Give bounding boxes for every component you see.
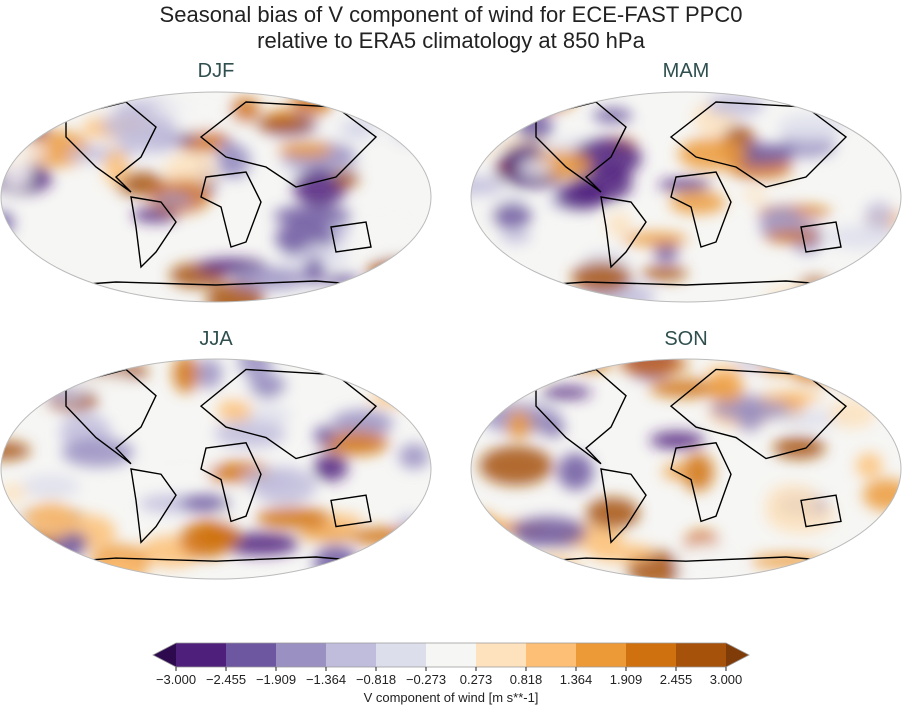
colorbar-segment <box>326 643 377 667</box>
map-boundary <box>0 91 432 303</box>
colorbar-tick-label: −2.455 <box>205 672 247 687</box>
map-son <box>471 359 901 579</box>
colorbar-tick-label: −1.364 <box>305 672 347 687</box>
colorbar-segment <box>576 643 627 667</box>
colorbar-extend-min <box>153 643 176 667</box>
map-boundary <box>470 358 902 580</box>
colorbar-tick-label: 0.273 <box>459 672 493 687</box>
map-boundary <box>470 91 902 303</box>
colorbar-tick-label: −0.818 <box>355 672 397 687</box>
colorbar-tick-label: −0.273 <box>405 672 447 687</box>
map-mam <box>471 92 901 302</box>
colorbar-tick-label: 0.818 <box>509 672 543 687</box>
colorbar-segment <box>276 643 327 667</box>
panel-title-djf: DJF <box>197 60 235 82</box>
panel-title-son: SON <box>664 328 708 350</box>
colorbar-segment <box>476 643 527 667</box>
colorbar-segment <box>426 643 477 667</box>
colorbar-label: V component of wind [m s**-1] <box>363 690 539 705</box>
colorbar-tick-label: 1.364 <box>559 672 593 687</box>
figure-title-line1: Seasonal bias of V component of wind for… <box>159 2 743 27</box>
colorbar-tick-label: 3.000 <box>709 672 743 687</box>
colorbar-extend-max <box>726 643 749 667</box>
colorbar-segment <box>526 643 577 667</box>
panel-title-jja: JJA <box>199 328 233 350</box>
figure-title-line2: relative to ERA5 climatology at 850 hPa <box>257 28 645 53</box>
colorbar-tick-label: 2.455 <box>659 672 693 687</box>
colorbar-segment <box>176 643 227 667</box>
panel-title-mam: MAM <box>662 60 710 82</box>
colorbar-segment <box>376 643 427 667</box>
colorbar-segment <box>626 643 677 667</box>
map-djf <box>1 92 431 302</box>
colorbar-segment <box>226 643 277 667</box>
colorbar-tick-label: −3.000 <box>155 672 197 687</box>
colorbar-tick-label: 1.909 <box>609 672 643 687</box>
colorbar-tick-label: −1.909 <box>255 672 297 687</box>
map-jja <box>1 359 431 579</box>
colorbar-segment <box>676 643 727 667</box>
map-boundary <box>0 358 432 580</box>
